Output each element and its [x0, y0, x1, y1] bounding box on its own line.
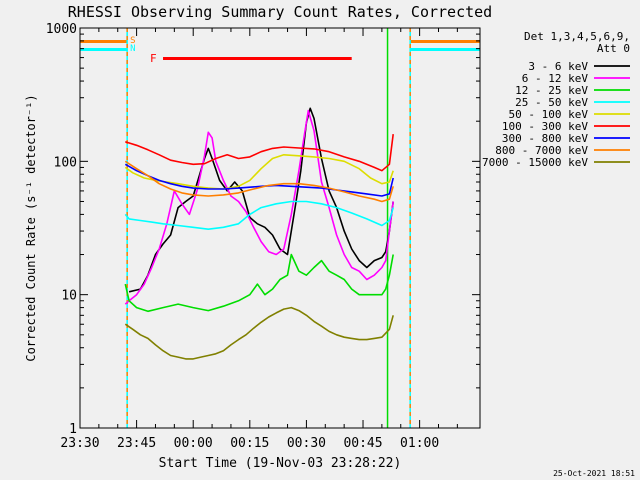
legend-label-0: 3 - 6 keV: [528, 60, 588, 73]
legend-label-7: 800 - 7000 keV: [495, 144, 588, 157]
y-axis-label: Corrected Count Rate (s⁻¹ detector⁻¹): [24, 94, 38, 361]
x-tick-label-2: 00:00: [174, 436, 213, 451]
series-line-1: [124, 109, 394, 305]
plot-area: SN F: [80, 28, 480, 428]
axes: 1 10 100 1000 23:30 23:45 00:00 00:15 00:30 00:45…: [46, 22, 481, 451]
footer-timestamp: 25-Oct-2021 18:51: [553, 469, 635, 478]
flag-label-n: N: [130, 44, 135, 54]
legend-header-attenuator: Att 0: [597, 42, 630, 55]
saa-bar-0: [80, 40, 128, 43]
y-tick-label-2: 100: [54, 155, 77, 170]
flare-bar: [163, 57, 352, 60]
legend-label-1: 6 - 12 keV: [522, 72, 589, 85]
chart-title: RHESSI Observing Summary Count Rates, Co…: [68, 3, 492, 21]
legend-label-4: 50 - 100 keV: [509, 108, 589, 121]
legend-label-3: 25 - 50 keV: [515, 96, 588, 109]
legend-label-2: 12 - 25 keV: [515, 84, 588, 97]
series-line-2: [124, 253, 394, 313]
y-tick-label-3: 1000: [46, 22, 77, 37]
series-line-3: [124, 200, 394, 230]
x-tick-label-4: 00:30: [287, 436, 326, 451]
series-line-7: [124, 160, 394, 203]
legend-label-5: 100 - 300 keV: [502, 120, 588, 133]
y-tick-label-1: 10: [61, 289, 77, 304]
flare-label: F: [150, 52, 157, 65]
plot-frame: [79, 27, 481, 429]
legend-label-6: 300 - 800 keV: [502, 132, 588, 145]
x-tick-label-6: 01:00: [400, 436, 439, 451]
x-tick-label-0: 23:30: [60, 436, 99, 451]
series-line-8: [124, 306, 394, 360]
night-bar-0: [80, 48, 128, 51]
x-tick-label-1: 23:45: [117, 436, 156, 451]
series-line-5: [125, 134, 394, 172]
night-bar-1: [410, 48, 480, 51]
x-tick-label-3: 00:15: [230, 436, 269, 451]
y-tick-label-0: 1: [69, 422, 77, 437]
legend-header-detectors: Det 1,3,4,5,6,9,: [524, 30, 630, 43]
legend-label-8: 7000 - 15000 keV: [482, 156, 588, 169]
x-tick-label-5: 00:45: [343, 436, 382, 451]
saa-bar-1: [410, 40, 480, 43]
x-axis-label: Start Time (19-Nov-03 23:28:22): [159, 456, 402, 471]
flag-label-s: S: [130, 36, 135, 46]
series-line-6: [124, 163, 394, 197]
